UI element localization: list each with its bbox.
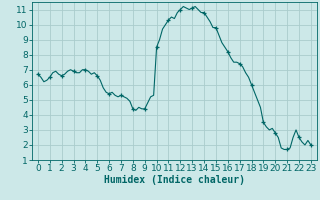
- X-axis label: Humidex (Indice chaleur): Humidex (Indice chaleur): [104, 175, 245, 185]
